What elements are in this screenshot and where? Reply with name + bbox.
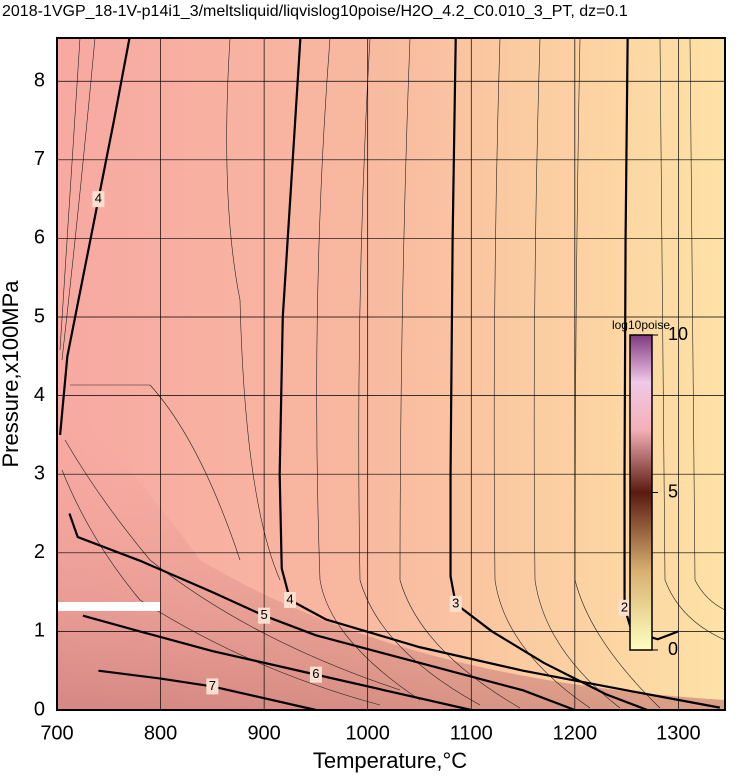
y-axis-label: Pressure,x100MPa — [0, 280, 23, 468]
x-tick-label: 1100 — [450, 722, 493, 744]
y-tick-label: 4 — [34, 384, 45, 406]
contour-label-bg — [258, 607, 271, 624]
chart-title: 2018-1VGP_18-1V-p14i1_3/meltsliquid/liqv… — [2, 3, 628, 20]
contour-label: 2 — [621, 599, 628, 614]
contour-label-bg — [284, 591, 297, 608]
x-tick-label: 1200 — [553, 722, 598, 744]
y-tick-label: 5 — [34, 305, 45, 327]
contour-label: 7 — [209, 678, 216, 693]
colorbar-label: log10poise — [612, 318, 670, 332]
y-tick-label: 1 — [34, 620, 45, 642]
contour-label: 5 — [261, 607, 268, 622]
colorbar-tick-label: 5 — [668, 481, 678, 501]
y-tick-label: 6 — [34, 227, 45, 249]
contour-label: 6 — [312, 666, 319, 681]
x-tick-label: 1000 — [345, 722, 390, 744]
y-tick-label: 3 — [34, 462, 45, 484]
contour-label: 3 — [452, 595, 459, 610]
y-tick-label: 8 — [34, 70, 45, 92]
contour-line — [82, 614, 472, 712]
y-tick-label: 0 — [34, 698, 45, 720]
shading — [57, 400, 725, 710]
contour-label: 4 — [95, 191, 102, 206]
contour-label: 4 — [286, 591, 293, 606]
x-axis-label: Temperature,°C — [313, 748, 467, 773]
contour-label-bg — [309, 666, 322, 683]
colorbar-tick-label: 10 — [668, 324, 688, 344]
x-tick-label: 800 — [144, 722, 177, 744]
contour-line — [59, 37, 131, 436]
colorbar-tick-label: 0 — [668, 639, 678, 659]
contour-label-bg — [618, 599, 631, 616]
y-tick-label: 7 — [34, 148, 45, 170]
x-tick-label: 1300 — [656, 722, 701, 744]
white-bar — [57, 602, 160, 611]
colorbar — [629, 334, 653, 651]
contour-label-bg — [449, 595, 462, 612]
contour-label-bg — [92, 191, 105, 208]
contour-label-bg — [206, 678, 219, 695]
x-tick-label: 700 — [40, 722, 73, 744]
x-tick-label: 900 — [247, 722, 280, 744]
y-tick-label: 2 — [34, 541, 45, 563]
